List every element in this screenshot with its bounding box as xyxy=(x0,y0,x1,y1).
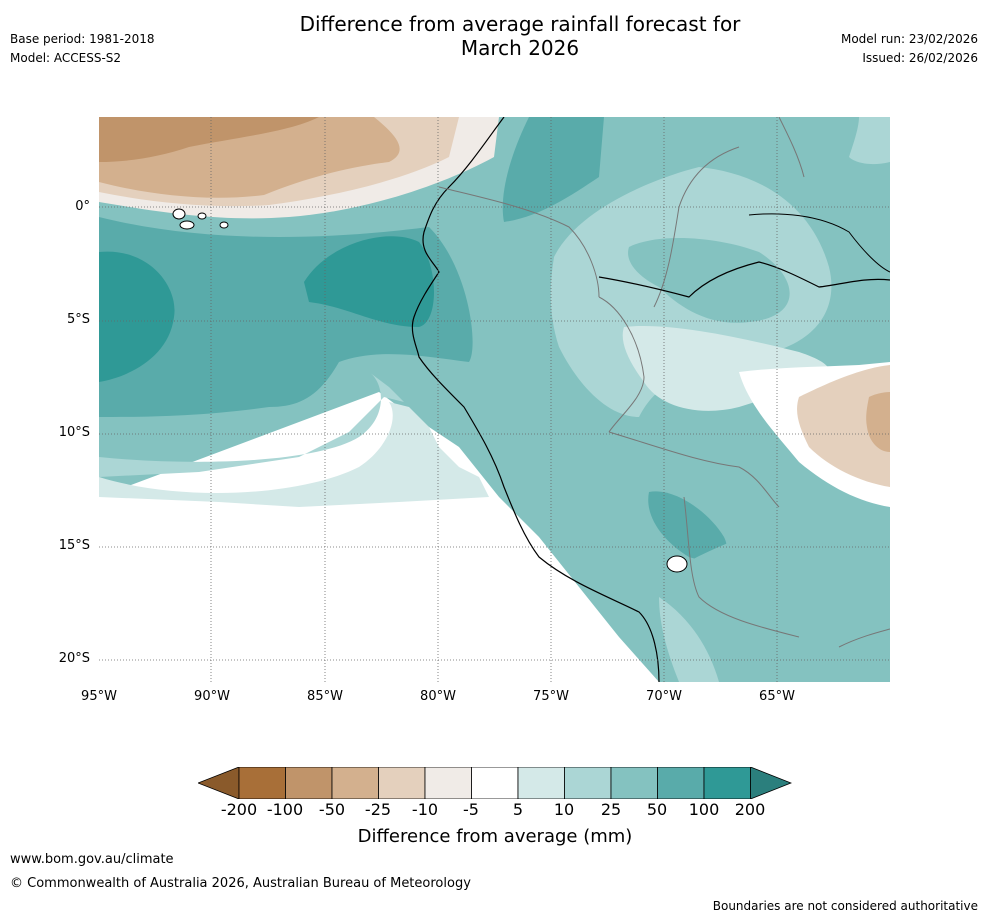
river-north xyxy=(748,213,890,273)
colorbar-tick: -5 xyxy=(463,800,479,819)
map-region-dry-east-10-25 xyxy=(797,365,890,487)
colorbar-swatch xyxy=(424,766,472,800)
colorbar xyxy=(196,766,793,800)
map-region-dry-east-25-50 xyxy=(866,392,890,452)
gridlines xyxy=(99,117,890,682)
lake-titicaca xyxy=(666,555,688,573)
lon-label-65w: 65°W xyxy=(759,689,795,704)
map-region-100-200-west xyxy=(99,251,175,382)
map-region-band-5-10-sw xyxy=(99,402,489,507)
base-period-text: Base period: 1981-2018 xyxy=(10,32,155,46)
footer-copyright: © Commonwealth of Australia 2026, Austra… xyxy=(10,876,471,891)
colorbar-svg xyxy=(196,766,793,800)
map-region-25-50-amazon xyxy=(628,237,790,323)
issued-text: Issued: 26/02/2026 xyxy=(862,51,978,65)
lon-label-70w: 70°W xyxy=(646,689,682,704)
colorbar-tick: 100 xyxy=(688,800,720,819)
map-region-50-100-north xyxy=(502,117,604,222)
lat-label-10s: 10°S xyxy=(58,425,90,440)
colorbar-title: Difference from average (mm) xyxy=(357,826,633,847)
lon-label-95w: 95°W xyxy=(81,689,117,704)
model-run-text: Model run: 23/02/2026 xyxy=(840,32,978,46)
lon-label-85w: 85°W xyxy=(307,689,343,704)
map-region-10-25-s xyxy=(659,597,719,682)
colorbar-tick: -200 xyxy=(220,800,258,819)
colorbar-swatch xyxy=(285,766,333,800)
lat-label-5s: 5°S xyxy=(66,312,90,327)
colorbar-swatch xyxy=(238,766,286,800)
colorbar-tick: -25 xyxy=(364,800,392,819)
colorbar-swatch xyxy=(471,766,519,800)
colorbar-low-extend xyxy=(196,766,240,800)
footer-disclaimer: Boundaries are not considered authoritat… xyxy=(712,899,978,913)
colorbar-tick: 10 xyxy=(553,800,575,819)
colorbar-tick: -10 xyxy=(411,800,439,819)
colorbar-swatch xyxy=(610,766,658,800)
lat-label-20s: 20°S xyxy=(58,651,90,666)
map-region-25-50-se xyxy=(679,507,890,682)
lon-label-75w: 75°W xyxy=(533,689,569,704)
colorbar-swatch xyxy=(703,766,751,800)
map-region-dry-50-100 xyxy=(99,117,319,162)
colorbar-tick: 200 xyxy=(734,800,766,819)
map-title-line2: March 2026 xyxy=(460,36,580,60)
colorbar-tick: -50 xyxy=(318,800,346,819)
map-title-line1: Difference from average rainfall forecas… xyxy=(299,12,741,36)
colorbar-tick: 50 xyxy=(646,800,668,819)
map-region-10-25-ne xyxy=(849,117,890,165)
lon-label-90w: 90°W xyxy=(194,689,230,704)
galapagos-islands xyxy=(172,208,229,230)
colorbar-swatch xyxy=(378,766,426,800)
footer-url: www.bom.gov.au/climate xyxy=(10,852,174,867)
coastline xyxy=(411,117,660,682)
colorbar-swatch xyxy=(331,766,379,800)
colorbar-swatch xyxy=(564,766,612,800)
colorbar-tick: -100 xyxy=(266,800,304,819)
amazon-river xyxy=(598,261,890,298)
colorbar-high-extend xyxy=(750,766,793,800)
lon-label-80w: 80°W xyxy=(420,689,456,704)
colorbar-tick: 25 xyxy=(600,800,622,819)
map-region-100-200-center xyxy=(304,236,434,327)
map-title: Difference from average rainfall forecas… xyxy=(200,12,840,60)
lat-label-15s: 15°S xyxy=(58,538,90,553)
lat-label-0: 0° xyxy=(75,199,90,214)
map-svg xyxy=(99,117,890,682)
colorbar-tick: 5 xyxy=(512,800,524,819)
map-region-band-10-25-sw xyxy=(99,372,404,477)
model-text: Model: ACCESS-S2 xyxy=(10,51,122,65)
rainfall-map xyxy=(99,117,890,682)
colorbar-swatch xyxy=(517,766,565,800)
colorbar-swatch xyxy=(657,766,705,800)
